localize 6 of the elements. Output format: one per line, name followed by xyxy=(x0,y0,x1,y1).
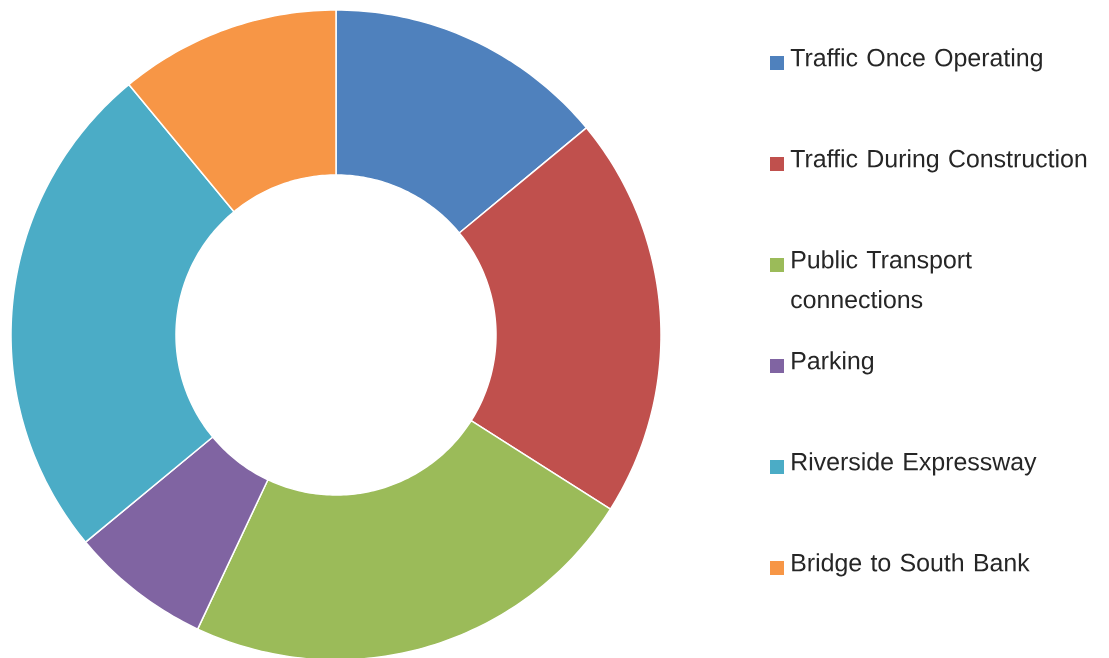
legend-label: Public Transport connections xyxy=(791,250,972,309)
legend-label: Traffic Once Operating xyxy=(790,48,1042,72)
legend-label: Riverside Expressway xyxy=(792,452,1037,476)
legend-label: Traffic During Construction xyxy=(790,149,1087,173)
legend-label: Parking xyxy=(792,351,874,375)
legend-label: Bridge to South Bank xyxy=(792,553,1030,577)
